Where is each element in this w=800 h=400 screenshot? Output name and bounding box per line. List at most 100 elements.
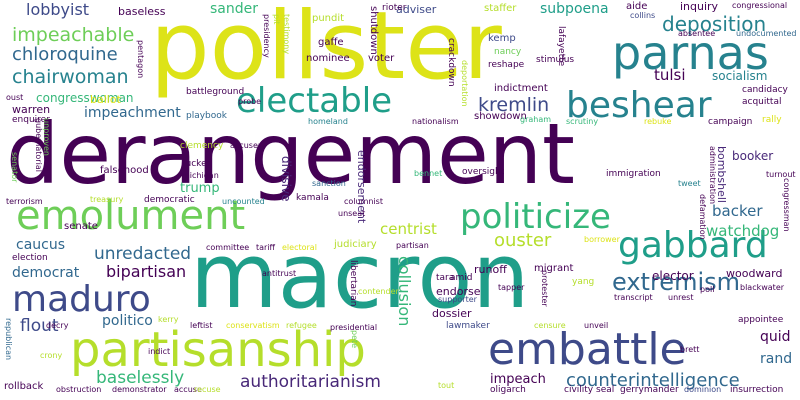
word-tapper: tapper bbox=[498, 283, 525, 292]
word-crony: crony bbox=[40, 351, 63, 360]
word-nancy: nancy bbox=[494, 47, 522, 57]
word-rioter: rioter bbox=[382, 3, 407, 13]
word-inquiry: inquiry bbox=[680, 0, 719, 13]
word-impeachment: impeachment bbox=[84, 105, 181, 121]
word-conservatism: conservatism bbox=[226, 321, 280, 330]
word-battleground: battleground bbox=[186, 87, 245, 97]
word-oligarch: oligarch bbox=[490, 385, 526, 395]
word-bennet: bennet bbox=[414, 169, 443, 178]
word-brett: brett bbox=[680, 345, 700, 354]
word-civility: civility bbox=[564, 385, 594, 395]
word-nationalism: nationalism bbox=[412, 117, 459, 126]
word-indictment: indictment bbox=[494, 83, 548, 94]
word-presidency: presidency bbox=[262, 14, 271, 58]
word-lawmaker: lawmaker bbox=[446, 321, 490, 331]
word-seal: seal bbox=[596, 385, 615, 395]
word-supporter: supporter bbox=[438, 295, 477, 304]
word-emolument: emolument bbox=[16, 193, 246, 239]
word-extremism: extremism bbox=[612, 268, 740, 296]
word-falsehood: falsehood bbox=[100, 165, 149, 176]
word-congressman: congressman bbox=[782, 178, 791, 232]
word-electable: electable bbox=[236, 81, 393, 121]
word-collusion: collusion bbox=[395, 256, 414, 327]
word-beshear: beshear bbox=[566, 85, 712, 126]
word-endorse: endorse bbox=[436, 285, 481, 298]
word-tout: tout bbox=[438, 381, 455, 390]
word-unveil: unveil bbox=[584, 321, 609, 330]
word-watchdog: watchdog bbox=[706, 222, 780, 240]
word-insurrection: insurrection bbox=[730, 385, 784, 395]
word-dominion: dominion bbox=[684, 385, 722, 394]
word-ballot: ballot bbox=[90, 93, 121, 106]
word-homeland: homeland bbox=[308, 117, 348, 126]
word-blackwater: blackwater bbox=[740, 283, 785, 292]
word-testimony: testimony bbox=[282, 14, 291, 55]
word-tweet: tweet bbox=[678, 179, 701, 188]
word-probe: probe bbox=[238, 97, 262, 106]
word-warren: warren bbox=[12, 103, 51, 116]
word-dossier: dossier bbox=[432, 307, 472, 320]
word-gubernatorial: gubernatorial bbox=[34, 118, 43, 172]
word-congressional: congressional bbox=[732, 1, 788, 10]
word-pollster: pollster bbox=[150, 0, 502, 101]
word-absentee: absentee bbox=[678, 29, 716, 38]
word-impeachable: impeachable bbox=[12, 24, 135, 46]
word-poll: poll bbox=[700, 285, 715, 294]
word-stimulus: stimulus bbox=[536, 55, 575, 65]
word-enquirer: enquirer bbox=[12, 115, 50, 125]
word-elector: elector bbox=[652, 269, 694, 283]
word-republican: republican bbox=[4, 318, 13, 361]
word-senator: senator bbox=[10, 152, 19, 183]
word-refugee: refugee bbox=[286, 321, 317, 330]
word-judiciary: judiciary bbox=[334, 239, 377, 250]
word-campaign: campaign bbox=[708, 117, 753, 127]
word-leftist: leftist bbox=[190, 321, 213, 330]
word-impeach: impeach bbox=[490, 372, 546, 387]
word-censure: censure bbox=[534, 321, 566, 330]
word-libertarian: libertarian bbox=[348, 260, 358, 307]
word-migrant: migrant bbox=[534, 263, 574, 274]
word-runoff: runoff bbox=[474, 263, 507, 276]
word-terrorism: terrorism bbox=[6, 197, 43, 206]
word-appointee: appointee bbox=[738, 315, 784, 325]
word-defamation: defamation bbox=[698, 194, 707, 240]
word-parnas: parnas bbox=[612, 26, 769, 80]
word-politico: politico bbox=[102, 313, 153, 329]
word-unrest: unrest bbox=[668, 293, 694, 302]
word-unseat: unseat bbox=[338, 209, 366, 218]
word-acquittal: acquittal bbox=[742, 97, 782, 107]
word-kerry: kerry bbox=[158, 315, 179, 324]
word-candidacy: candidacy bbox=[742, 85, 788, 95]
word-treasury: treasury bbox=[90, 195, 124, 204]
word-demonstrator: demonstrator bbox=[112, 385, 167, 394]
word-caucus: caucus bbox=[16, 237, 66, 253]
word-deportation: deportation bbox=[460, 60, 469, 107]
word-michigan: michigan bbox=[182, 171, 219, 180]
word-aide: aide bbox=[626, 1, 648, 12]
word-contender: contender bbox=[358, 287, 399, 296]
word-gabbard: gabbard bbox=[618, 225, 768, 266]
word-sanction: sanction bbox=[312, 179, 346, 188]
word-embattle: embattle bbox=[488, 324, 687, 375]
word-undocumented: undocumented bbox=[736, 29, 797, 38]
word-voter: voter bbox=[368, 53, 395, 64]
word-politicize: politicize bbox=[460, 197, 611, 237]
word-partisanship: partisanship bbox=[70, 322, 366, 378]
word-committee: committee bbox=[206, 243, 250, 252]
word-borrower: borrower bbox=[584, 235, 620, 244]
word-showdown: showdown bbox=[474, 111, 527, 122]
word-deposition: deposition bbox=[662, 12, 767, 36]
word-tulsi: tulsi bbox=[654, 66, 686, 84]
word-woodward: woodward bbox=[726, 267, 783, 280]
word-staffer: staffer bbox=[484, 3, 517, 14]
word-clemency: clemency bbox=[180, 141, 224, 151]
word-playbook: playbook bbox=[186, 111, 227, 121]
word-baseless: baseless bbox=[118, 5, 166, 18]
word-tucker: tucker bbox=[182, 159, 211, 169]
word-presidential: presidential bbox=[330, 323, 378, 332]
word-socialism: socialism bbox=[712, 69, 768, 83]
word-crackdown: crackdown bbox=[446, 38, 456, 87]
word-collins: collins bbox=[630, 11, 656, 20]
word-columnist: columnist bbox=[344, 197, 383, 206]
